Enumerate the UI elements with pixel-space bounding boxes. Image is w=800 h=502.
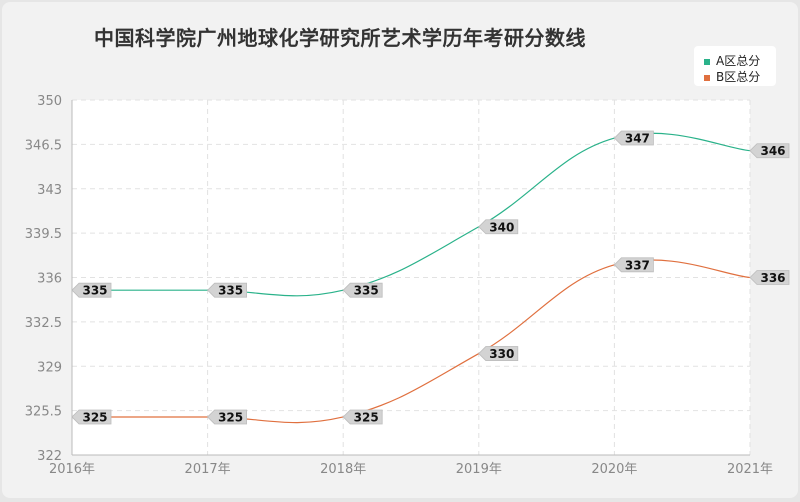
legend-item-b[interactable]: B区总分 [704, 68, 760, 85]
data-label-text: 325 [354, 410, 379, 424]
legend[interactable]: A区总分 B区总分 [694, 46, 776, 86]
data-label: 325 [71, 409, 112, 425]
legend-item-a[interactable]: A区总分 [704, 52, 760, 69]
data-label: 346 [749, 143, 790, 159]
data-label-box [71, 282, 112, 298]
data-label: 340 [478, 219, 519, 235]
y-tick-label: 346.5 [25, 138, 62, 153]
data-label-text: 330 [489, 347, 514, 361]
data-label-text: 337 [625, 258, 650, 272]
data-label-box [749, 143, 790, 159]
data-label-box [342, 409, 383, 425]
data-label: 336 [749, 270, 790, 285]
data-label-text: 336 [760, 271, 785, 285]
y-tick-label: 336 [37, 272, 62, 287]
y-tick-label: 329 [37, 360, 62, 375]
legend-swatch-a [704, 58, 710, 65]
y-tick-label: 343 [37, 183, 62, 198]
y-tick-label: 350 [37, 94, 62, 109]
x-tick-label: 2020年 [591, 462, 637, 477]
data-label: 330 [478, 346, 519, 361]
data-label-box [342, 282, 383, 298]
data-label: 325 [342, 409, 383, 425]
x-tick-label: 2019年 [456, 462, 502, 477]
data-label-box [613, 130, 654, 146]
y-tick-label: 322 [37, 449, 62, 464]
legend-label-b: B区总分 [716, 70, 761, 84]
data-label: 337 [613, 257, 654, 273]
data-label-text: 347 [625, 132, 650, 146]
data-label-text: 335 [82, 284, 107, 298]
data-label-text: 346 [760, 144, 785, 158]
data-label-box [478, 346, 519, 361]
y-tick-label: 332.5 [25, 316, 62, 331]
data-label-box [71, 409, 112, 425]
data-label: 335 [71, 282, 112, 298]
legend-swatch-b [704, 74, 710, 81]
data-label-box [749, 270, 790, 285]
data-label-box [207, 409, 248, 425]
data-label-box [613, 257, 654, 273]
data-label: 335 [342, 282, 383, 298]
x-tick-label: 2016年 [49, 462, 95, 477]
data-label: 347 [613, 130, 654, 146]
chart-title: 中国科学院广州地球化学研究所艺术学历年考研分数线 [94, 26, 586, 50]
data-label-text: 335 [354, 284, 379, 298]
data-label-text: 325 [82, 410, 107, 424]
data-label: 325 [207, 409, 248, 425]
data-label-text: 340 [489, 220, 514, 234]
legend-label-a: A区总分 [716, 54, 761, 68]
data-label: 335 [207, 282, 248, 298]
data-label-box [478, 219, 519, 235]
y-tick-label: 339.5 [25, 227, 62, 242]
y-tick-label: 325.5 [25, 405, 62, 420]
data-label-text: 335 [218, 284, 243, 298]
data-label-text: 325 [218, 410, 243, 424]
x-tick-label: 2021年 [727, 462, 773, 477]
data-label-box [207, 282, 248, 298]
x-tick-label: 2017年 [185, 462, 231, 477]
x-tick-label: 2018年 [320, 462, 366, 477]
